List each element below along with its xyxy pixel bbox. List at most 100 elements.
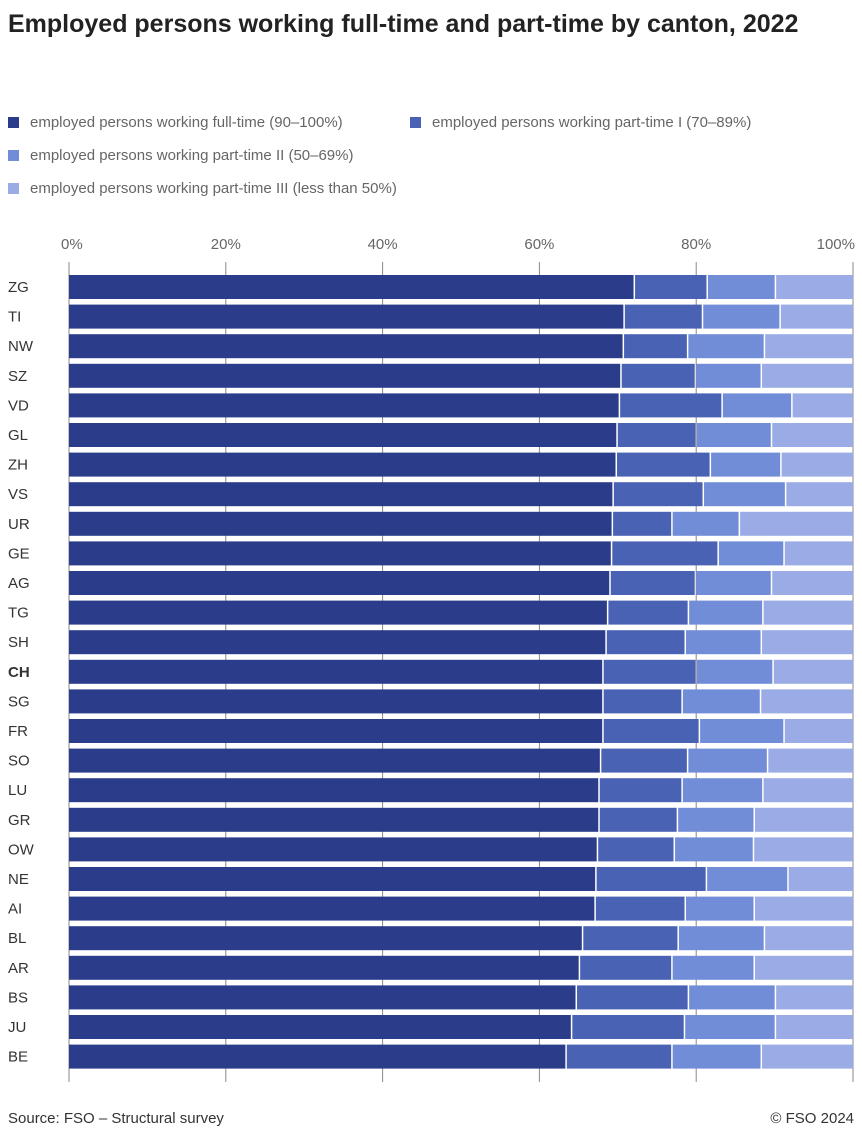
bar-segment xyxy=(686,630,761,655)
legend-swatch xyxy=(8,117,19,128)
bar-segment xyxy=(788,867,853,891)
bar-segment xyxy=(69,778,599,803)
source-note: Source: FSO – Structural survey xyxy=(8,1110,224,1127)
bar-segment xyxy=(754,837,853,862)
copyright: © FSO 2024 xyxy=(770,1110,854,1127)
bar-segment xyxy=(606,630,685,655)
bar-segment xyxy=(613,511,672,536)
bar-segment xyxy=(69,896,595,921)
bar-segment xyxy=(784,719,853,743)
bar-segment xyxy=(69,452,616,477)
bar-segment xyxy=(69,304,624,329)
category-label: BS xyxy=(8,989,28,1006)
legend-item: employed persons working full-time (90–1… xyxy=(8,114,343,131)
category-label: ZG xyxy=(8,279,29,296)
category-label: TG xyxy=(8,605,29,622)
category-label: OW xyxy=(8,841,35,858)
bar-segment xyxy=(621,363,695,388)
bar-segment xyxy=(69,926,582,951)
bar-segment xyxy=(776,275,853,299)
bar-segment xyxy=(772,423,853,447)
bar-segment xyxy=(762,363,853,388)
bar-segment xyxy=(675,837,753,862)
category-label: BE xyxy=(8,1049,28,1066)
x-tick-label: 60% xyxy=(524,236,554,253)
bar-segment xyxy=(700,719,784,743)
bar-segment xyxy=(595,896,685,921)
chart-title: Employed persons working full-time and p… xyxy=(8,10,799,38)
category-label: SZ xyxy=(8,368,27,385)
bar-segment xyxy=(765,926,853,951)
category-label: SG xyxy=(8,693,30,710)
bar-segment xyxy=(69,1015,571,1039)
bar-segment xyxy=(768,748,853,773)
bar-segment xyxy=(689,985,775,1010)
legend-label: employed persons working full-time (90–1… xyxy=(30,114,343,131)
category-label: VS xyxy=(8,486,28,503)
bar-segment xyxy=(69,630,606,655)
category-label: AI xyxy=(8,901,22,918)
bar-segment xyxy=(765,334,853,359)
bar-segment xyxy=(599,807,677,832)
bar-segment xyxy=(69,837,597,862)
bar-segment xyxy=(624,334,687,359)
bar-segment xyxy=(776,1015,853,1039)
bar-segment xyxy=(682,778,763,803)
bar-segment xyxy=(784,541,853,566)
bar-segment xyxy=(763,778,853,803)
x-tick-label: 0% xyxy=(61,236,83,253)
bar-segment xyxy=(755,807,853,832)
bar-segment xyxy=(69,511,612,536)
bar-segment xyxy=(69,363,621,388)
category-label: SH xyxy=(8,634,29,651)
bar-segment xyxy=(696,659,773,684)
legend-swatch xyxy=(8,150,19,161)
category-label: AG xyxy=(8,575,30,592)
category-label: ZH xyxy=(8,457,28,474)
bar-segment xyxy=(711,452,781,477)
bar-segment xyxy=(69,748,600,773)
bar-segment xyxy=(689,600,763,625)
bar-segment xyxy=(696,363,761,388)
category-label: GR xyxy=(8,812,31,829)
category-label: FR xyxy=(8,723,28,740)
bar-segment xyxy=(762,1044,853,1069)
legend-swatch xyxy=(8,183,19,194)
category-label: NW xyxy=(8,338,34,355)
bar-segment xyxy=(69,275,634,299)
category-label: UR xyxy=(8,516,30,533)
x-tick-label: 80% xyxy=(681,236,711,253)
category-label: SO xyxy=(8,753,30,770)
legend-label: employed persons working part-time I (70… xyxy=(432,114,752,131)
bar-segment xyxy=(69,423,617,447)
bar-segment xyxy=(69,689,603,714)
bar-segment xyxy=(776,985,853,1010)
bar-segment xyxy=(69,659,603,684)
bar-segment xyxy=(704,482,785,507)
category-label: GL xyxy=(8,427,28,444)
bar-segment xyxy=(635,275,707,299)
bar-segment xyxy=(608,600,688,625)
bar-segment xyxy=(707,867,788,891)
bar-segment xyxy=(69,482,613,507)
bar-segment xyxy=(601,748,687,773)
bar-segment xyxy=(612,541,718,566)
bar-segment xyxy=(718,541,784,566)
bar-segment xyxy=(69,719,603,743)
bar-segment xyxy=(598,837,674,862)
category-label: LU xyxy=(8,782,27,799)
bar-segment xyxy=(69,867,596,891)
legend-item: employed persons working part-time II (5… xyxy=(8,147,353,164)
bar-segment xyxy=(69,393,619,418)
bar-segment xyxy=(772,571,853,595)
bar-segment xyxy=(583,926,678,951)
bar-segment xyxy=(773,659,853,684)
bar-segment xyxy=(603,719,699,743)
bar-segment xyxy=(763,600,853,625)
bar-segment xyxy=(685,1015,775,1039)
bar-segment xyxy=(740,511,853,536)
bar-segment xyxy=(596,867,706,891)
bar-segment xyxy=(780,304,853,329)
